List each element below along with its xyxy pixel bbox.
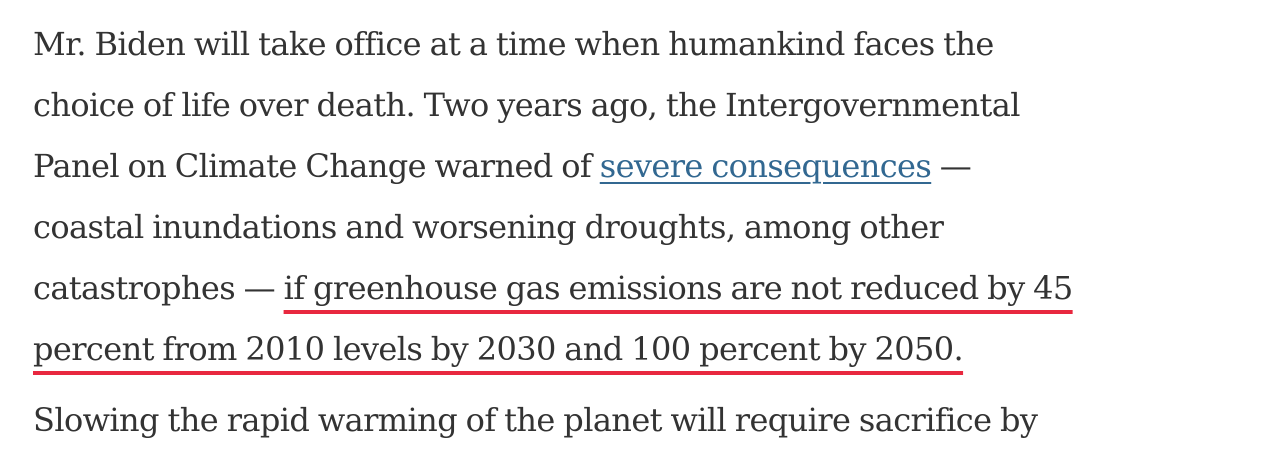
paragraph-line: choice of life over death. Two years ago… (33, 86, 1020, 124)
article-paragraph: Mr. Biden will take office at a time whe… (33, 14, 1233, 380)
paragraph-line: Mr. Biden will take office at a time whe… (33, 25, 994, 63)
highlighted-quote: percent from 2010 levels by 2030 and 100… (33, 330, 964, 368)
severe-consequences-link[interactable]: severe consequences (599, 147, 932, 185)
paragraph-text: — (931, 147, 972, 185)
article-body: Mr. Biden will take office at a time whe… (33, 14, 1233, 451)
paragraph-text: Panel on Climate Change warned of (33, 147, 600, 185)
paragraph-line-cut-off: Slowing the rapid warming of the planet … (33, 401, 1038, 439)
highlighted-quote: if greenhouse gas emissions are not redu… (283, 269, 1074, 307)
paragraph-line: percent from 2010 levels by 2030 and 100… (33, 319, 1233, 380)
paragraph-text: catastrophes — (33, 269, 284, 307)
paragraph-line: catastrophes — if greenhouse gas emissio… (33, 258, 1233, 319)
paragraph-line: coastal inundations and worsening drough… (33, 208, 944, 246)
paragraph-line: Panel on Climate Change warned of severe… (33, 136, 1233, 197)
article-paragraph-next: Slowing the rapid warming of the planet … (33, 390, 1233, 451)
